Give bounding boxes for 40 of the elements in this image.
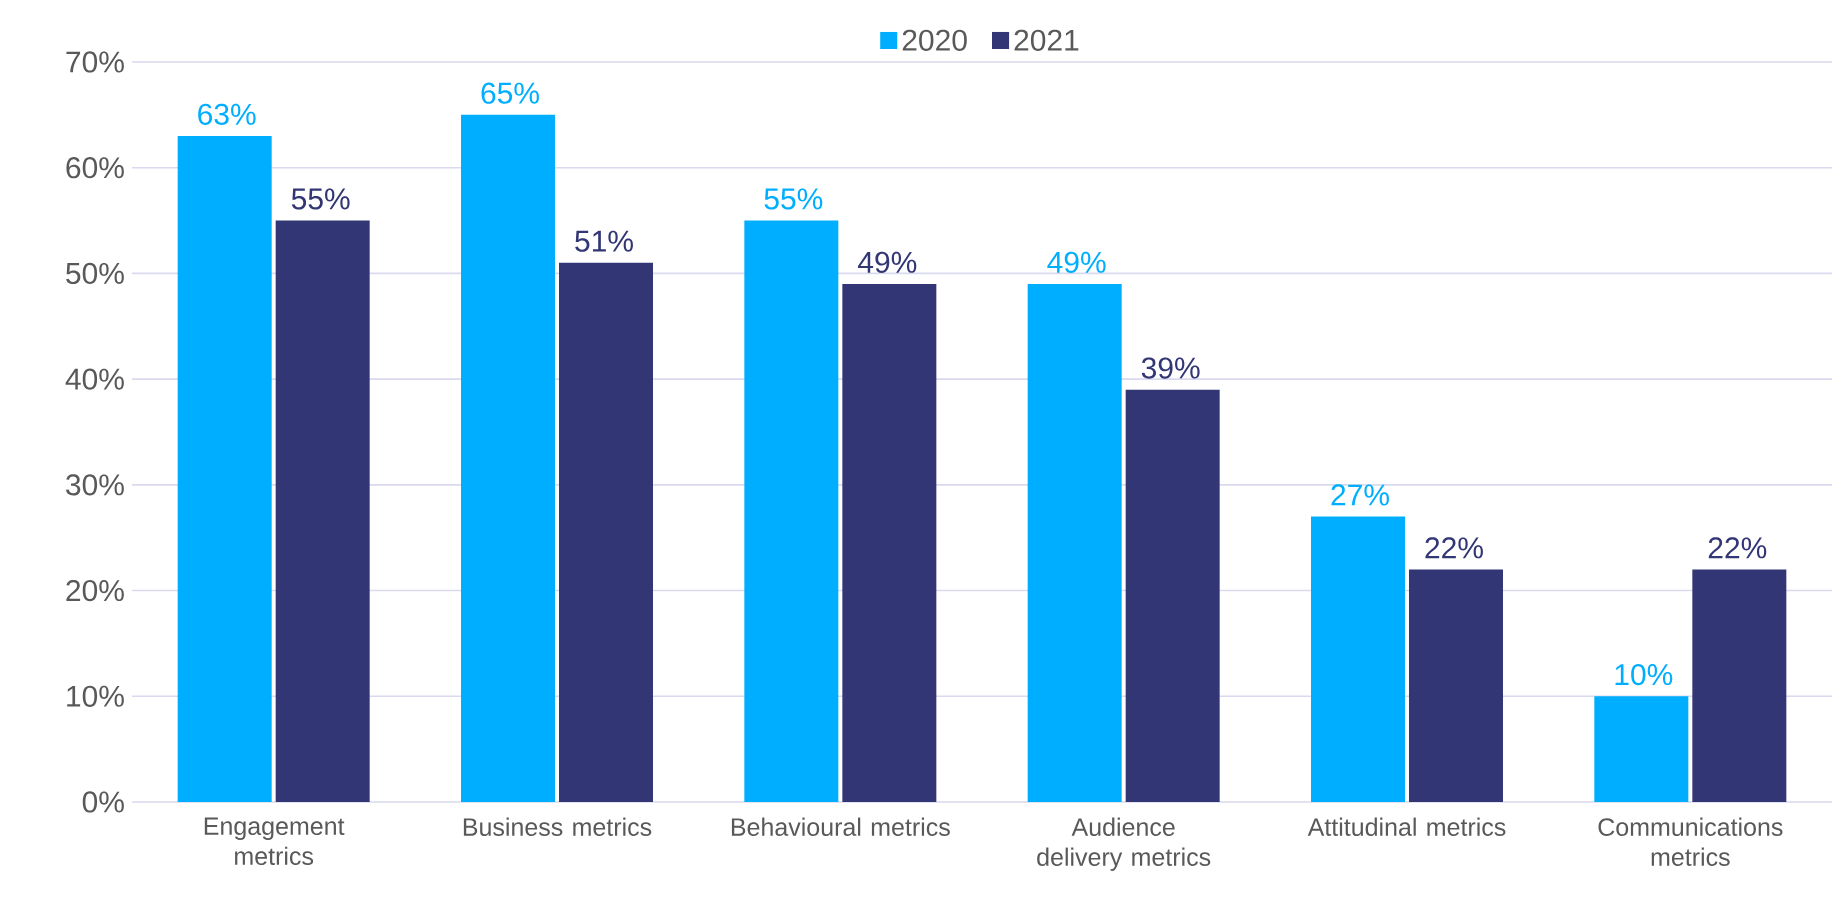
y-tick-label: 60% (66, 157, 124, 179)
data-label: 63% (198, 103, 256, 125)
data-label: 22% (1425, 537, 1483, 559)
y-tick-label: 20% (66, 579, 124, 602)
bar (1027, 283, 1122, 802)
y-tick-label: 10% (67, 685, 124, 707)
y-tick-label: 0% (82, 791, 124, 813)
bar (559, 262, 654, 802)
legend-label: 2020 (902, 29, 967, 51)
x-tick-label: Business metrics (463, 817, 652, 836)
bar (275, 220, 370, 802)
data-label: 51% (575, 230, 633, 252)
y-tick-label: 30% (66, 474, 124, 496)
bar (744, 220, 839, 802)
bar (1311, 516, 1405, 802)
data-label: 39% (1141, 357, 1200, 379)
data-label: 65% (481, 82, 539, 104)
data-label: 55% (291, 188, 350, 210)
bar (1692, 569, 1787, 802)
data-label: 22% (1708, 537, 1767, 559)
x-tick-label: Attitudinal metrics (1307, 817, 1506, 836)
bar (177, 136, 272, 802)
bar (842, 283, 937, 802)
bar (1594, 696, 1689, 802)
y-tick-label: 70% (66, 51, 124, 73)
data-label: 55% (764, 188, 823, 210)
data-label: 10% (1615, 663, 1673, 686)
y-tick-label: 40% (65, 368, 124, 390)
bar (1125, 389, 1220, 802)
y-tick-label: 50% (66, 262, 124, 285)
bar (1409, 569, 1503, 802)
x-tick-label: Behavioural metrics (731, 817, 950, 836)
bar (461, 114, 556, 802)
data-label: 49% (1047, 251, 1106, 273)
x-tick-label: Audience delivery metrics (1037, 817, 1211, 871)
x-tick-label: Communications metrics (1598, 817, 1783, 866)
data-label: 27% (1331, 484, 1389, 506)
data-label: 49% (858, 251, 917, 273)
x-tick-label: Engagement metrics (204, 817, 345, 866)
legend-label: 2021 (1014, 29, 1079, 51)
